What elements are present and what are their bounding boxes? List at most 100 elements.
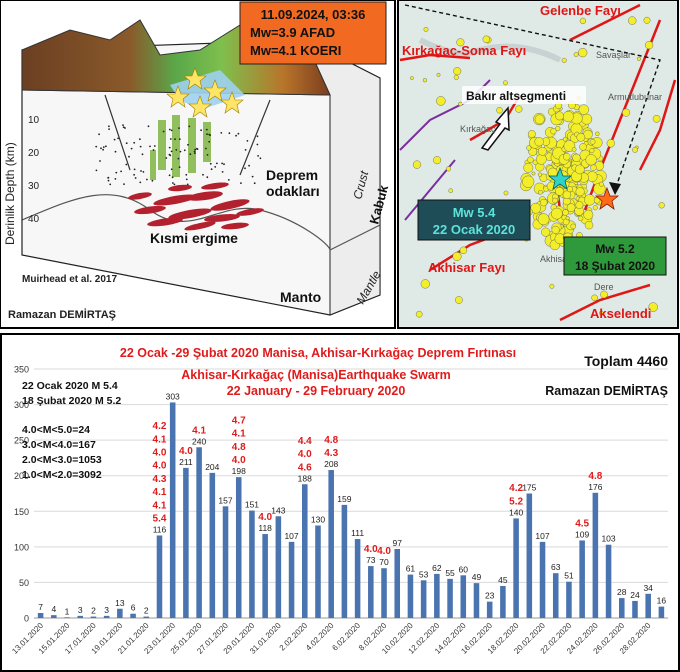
focal-dot [107, 179, 110, 182]
bar [566, 581, 572, 618]
map-akselendi: Akselendi [590, 306, 651, 321]
melt-lens [187, 191, 223, 201]
map-akhisar-fault: Akhisar Fayı [428, 260, 505, 275]
epicenter-dot [448, 188, 454, 193]
value-labels: 7 4 1 3 2 313 6 2116303211240204157198151118143… [38, 391, 666, 616]
focal-dot [256, 135, 259, 138]
bar-value-label: 3 [104, 605, 109, 615]
epicenter-dot [551, 207, 563, 220]
focal-dot [253, 182, 256, 185]
epicenter-dot [503, 190, 509, 196]
focal-dot [171, 176, 174, 179]
focal-dot [170, 150, 173, 153]
bar-value-label: 97 [392, 538, 402, 548]
focal-dot [114, 178, 117, 180]
epicenter-dot [562, 190, 572, 200]
focal-dot [185, 173, 188, 176]
y-tick-label: 200 [14, 471, 29, 481]
bar-value-label: 6 [131, 603, 136, 613]
melt-lens [210, 199, 250, 211]
epicenter-dot [575, 187, 585, 197]
focal-dot [214, 166, 217, 168]
bar-value-label: 109 [575, 529, 589, 539]
focal-dot [125, 142, 128, 145]
bar-value-label: 53 [419, 569, 429, 579]
bar [315, 525, 321, 618]
bar-value-label: 61 [406, 564, 416, 574]
map-gelenbe: Gelenbe Fayı [540, 3, 621, 18]
focal-dot [210, 168, 213, 171]
bar [209, 472, 216, 618]
focal-dot [259, 157, 262, 160]
epicenter-dot [522, 175, 535, 188]
focal-dot [170, 129, 173, 132]
focal-dot [228, 132, 231, 135]
chart-author: Ramazan DEMİRTAŞ [545, 383, 668, 398]
epicenter-dot [575, 164, 585, 175]
depth-tick-10: 10 [28, 115, 40, 126]
epicenter-dot [456, 38, 465, 47]
bar [249, 510, 255, 618]
focal-dot [139, 181, 142, 184]
focal-dot [178, 166, 181, 169]
epicenter-dot [540, 198, 548, 207]
focal-dot [244, 149, 247, 151]
y-tick-label: 350 [14, 365, 29, 375]
bar-value-label: 116 [153, 524, 167, 534]
epicenter-dot [446, 166, 452, 172]
focal-dot [202, 173, 204, 176]
map-town-akhisar: Akhisar [540, 254, 570, 264]
bar [169, 402, 176, 618]
bar-value-label: 55 [445, 568, 455, 578]
y-tick-label: 50 [19, 578, 29, 588]
epicenter-dot [573, 52, 579, 57]
epicenter-dot [658, 202, 665, 209]
focal-dot [194, 152, 196, 155]
focal-dot [193, 150, 196, 153]
bar-value-label: 3 [78, 605, 83, 615]
focal-dot [151, 179, 154, 182]
epicenter-dot [555, 187, 564, 196]
epicenter-dot [538, 146, 547, 156]
focal-dot [177, 157, 180, 160]
event-mw-afad: Mw=3.9 AFAD [250, 25, 335, 40]
label-deprem-1: Deprem [266, 167, 318, 183]
bar [156, 535, 163, 618]
melt-lens [236, 208, 264, 216]
bar-value-label: 157 [218, 495, 232, 505]
bar [658, 606, 665, 618]
bar [552, 573, 559, 618]
epicenter-dot [581, 113, 593, 125]
bar [341, 504, 348, 618]
epicenter-dot [452, 251, 462, 261]
magnitude-label: 5.4 [153, 513, 167, 524]
bar-value-label: 240 [192, 436, 206, 446]
bar-value-label: 188 [298, 473, 312, 483]
legend-line: 3.0<M<4.0=167 [22, 439, 96, 451]
bar-value-label: 111 [351, 528, 364, 538]
bar-value-label: 103 [601, 534, 615, 544]
bar-value-label: 130 [311, 515, 325, 525]
magnitude-label: 4.1 [153, 500, 167, 511]
magnitude-label: 4.4 [298, 436, 312, 447]
epicenter-dot [549, 283, 555, 289]
focal-dot [141, 153, 144, 156]
focal-dot [200, 129, 203, 132]
chart-total: Toplam 4460 [584, 353, 668, 369]
epicenter-dot [566, 203, 576, 212]
epicenter-dot [459, 246, 468, 255]
y-axis: 0 50 100 150 200 250 300 350 [14, 365, 668, 624]
bar [288, 541, 295, 618]
bar [592, 492, 599, 618]
epicenter-dot [531, 171, 536, 176]
bar [302, 484, 308, 618]
focal-dot [206, 176, 209, 179]
map-town-armutlu: Armutlubunar [608, 92, 662, 102]
focal-dot [162, 130, 165, 133]
focal-dot [117, 137, 119, 140]
legend-counts: 22 Ocak 2020 M 5.4 18 Şubat 2020 M 5.2 4.0… [22, 380, 121, 481]
epicenter-dot [643, 16, 651, 24]
epicenter-dot [555, 111, 564, 121]
bar-value-label: 2 [91, 606, 96, 616]
bar [90, 616, 97, 618]
